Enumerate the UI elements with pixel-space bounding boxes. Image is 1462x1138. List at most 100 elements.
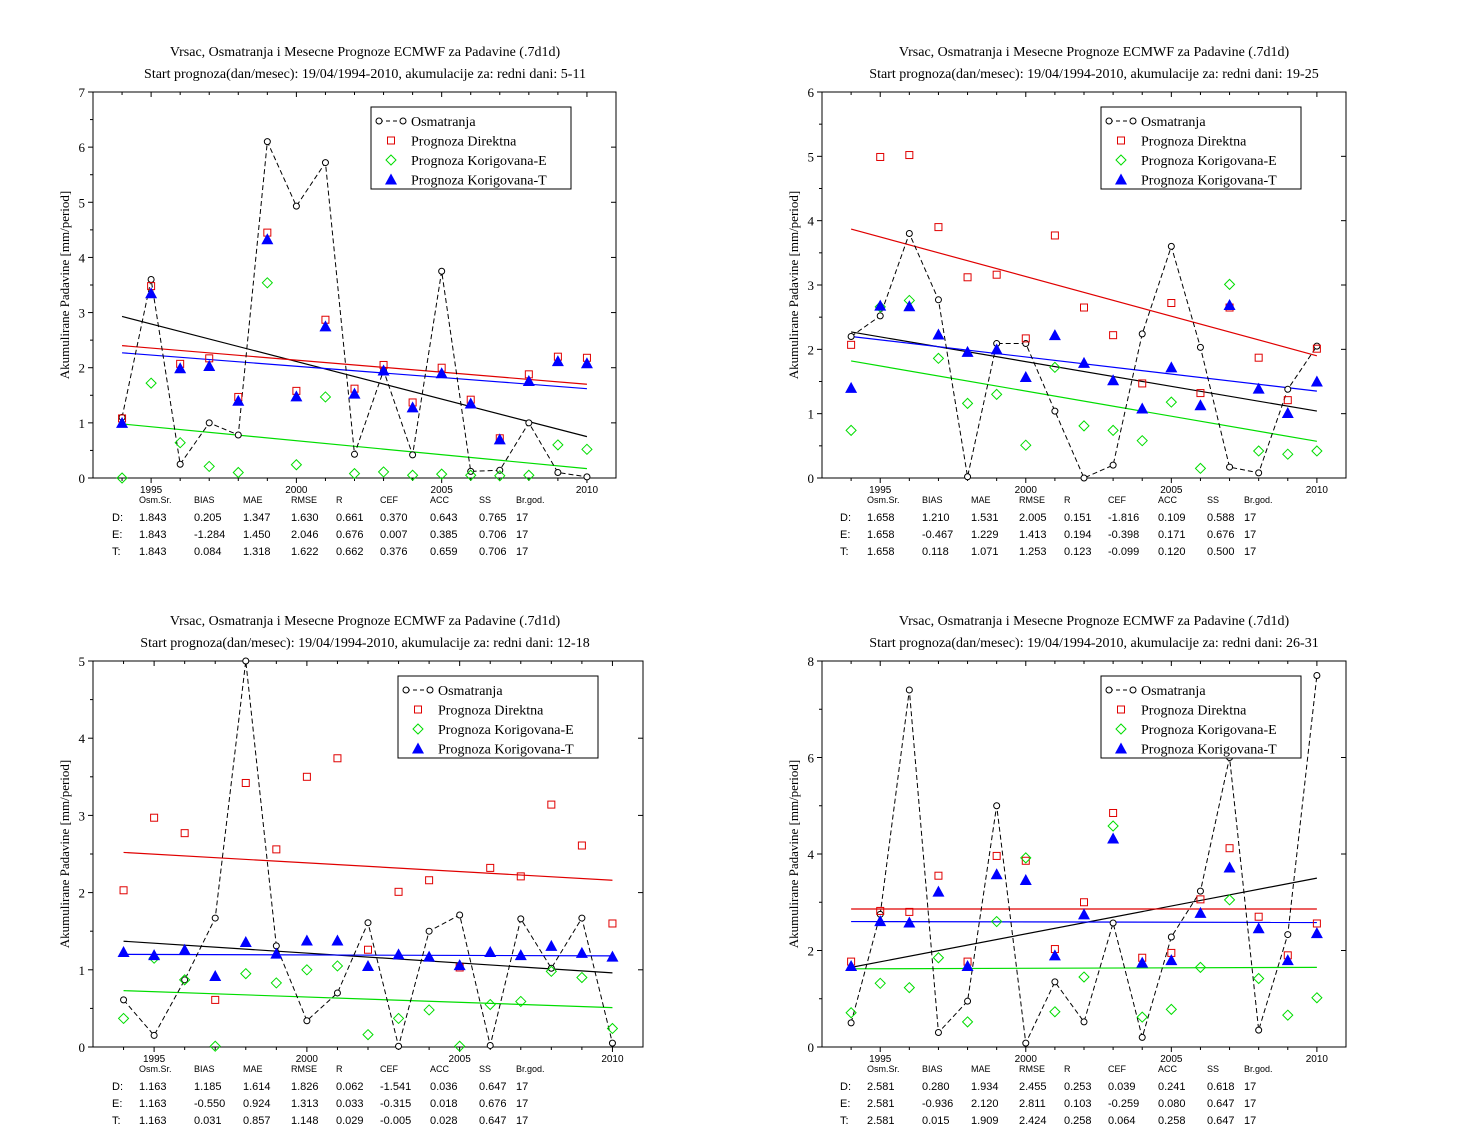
stats-value: 0.258 — [1064, 1115, 1092, 1127]
point-corrT — [464, 397, 477, 409]
point-obs — [993, 802, 1001, 810]
stats-row-label: D: — [840, 1081, 851, 1093]
point-corrT — [1310, 375, 1323, 387]
stats-header: CEF — [1108, 1064, 1127, 1074]
point-corrT — [575, 946, 588, 958]
stats-header: MAE — [243, 495, 263, 505]
point-obs — [905, 230, 913, 238]
point-direct — [302, 772, 311, 781]
point-direct — [876, 906, 885, 915]
point-direct — [577, 841, 586, 850]
y-tick-label: 6 — [808, 85, 815, 100]
stats-value: 0.857 — [243, 1115, 271, 1127]
stats-value: 0.588 — [1207, 512, 1235, 524]
point-direct — [1080, 303, 1088, 312]
point-corrE — [209, 1040, 221, 1052]
y-tick-label: 6 — [808, 751, 815, 766]
point-direct — [394, 887, 403, 896]
point-corrT — [1048, 329, 1061, 341]
stats-header: SS — [1207, 495, 1219, 505]
point-corrE — [961, 1016, 974, 1028]
stats-value: 0.029 — [336, 1115, 364, 1127]
stats-value: 0.500 — [1207, 546, 1235, 558]
trend-line-corrE — [121, 423, 588, 470]
chart-title: Vrsac, Osmatranja i Mesecne Prognoze ECM… — [170, 45, 561, 60]
point-corrE — [1049, 1006, 1061, 1018]
stats-value: 0.647 — [1207, 1115, 1235, 1127]
y-tick-label: 4 — [808, 847, 815, 862]
stats-value: 1.413 — [1019, 529, 1047, 541]
point-obs — [1313, 671, 1321, 679]
point-obs — [1138, 330, 1146, 338]
stats-header: BIAS — [194, 495, 215, 505]
stats-value: 2.424 — [1019, 1115, 1047, 1127]
point-corrE — [552, 439, 564, 451]
stats-value: 0.039 — [1108, 1081, 1136, 1093]
point-direct — [150, 813, 159, 822]
stats-value: -1.541 — [380, 1081, 411, 1093]
point-obs — [395, 1042, 403, 1050]
x-tick-label: 2000 — [296, 1054, 319, 1065]
point-obs — [147, 275, 155, 283]
point-corrE — [874, 977, 886, 990]
stats-value: 2.455 — [1019, 1081, 1047, 1093]
stats-row-label: E: — [840, 529, 850, 541]
stats-header: MAE — [971, 1064, 991, 1074]
legend-label: Osmatranja — [1141, 115, 1206, 130]
point-corrE — [174, 437, 186, 449]
legend-label: Prognoza Direktna — [1141, 135, 1247, 150]
point-obs — [517, 915, 525, 923]
point-obs — [303, 1017, 311, 1025]
point-obs — [1196, 343, 1204, 351]
point-corrE — [1194, 961, 1207, 974]
chart-title: Vrsac, Osmatranja i Mesecne Prognoze ECM… — [170, 614, 561, 629]
stats-value: 0.370 — [380, 512, 408, 524]
point-corrE — [990, 915, 1003, 928]
point-corrT — [903, 916, 916, 928]
legend-marker-obs — [375, 117, 383, 125]
point-direct — [905, 151, 914, 160]
point-corrT — [203, 360, 216, 372]
stats-value: 0.205 — [194, 512, 222, 524]
stats-value: 2.581 — [867, 1081, 895, 1093]
stats-value: 1.658 — [867, 529, 895, 541]
point-corrT — [406, 401, 419, 413]
point-corrE — [1282, 1009, 1294, 1021]
point-corrT — [300, 934, 313, 946]
stats-value: -0.315 — [380, 1098, 411, 1110]
point-direct — [1196, 895, 1205, 904]
point-corrT — [209, 969, 222, 981]
point-corrE — [1049, 361, 1061, 374]
legend-marker-direct — [1117, 136, 1125, 145]
stats-header: MAE — [971, 495, 991, 505]
stats-value: 2.811 — [1019, 1098, 1046, 1110]
point-corrE — [576, 971, 588, 984]
legend-marker-corrT — [412, 742, 424, 754]
stats-value: 0.033 — [336, 1098, 364, 1110]
legend-marker-direct — [414, 705, 422, 714]
point-corrT — [377, 364, 390, 376]
point-corrE — [453, 1040, 466, 1052]
point-obs — [263, 138, 271, 146]
y-tick-label: 0 — [79, 1040, 86, 1055]
point-corrE — [392, 1012, 405, 1025]
point-corrE — [606, 1022, 619, 1035]
stats-value: 1.163 — [139, 1098, 167, 1110]
point-corrE — [435, 468, 448, 480]
stats-value: 1.614 — [243, 1081, 271, 1093]
stats-value: 0.706 — [479, 529, 507, 541]
point-corrE — [270, 977, 283, 989]
stats-value: 0.647 — [479, 1115, 507, 1127]
point-corrE — [523, 469, 535, 481]
stats-value: 0.659 — [430, 546, 458, 558]
legend-label: Osmatranja — [1141, 684, 1206, 699]
stats-value: 0.662 — [336, 546, 364, 558]
stats-row-label: E: — [840, 1098, 850, 1110]
trend-line-obs — [123, 940, 613, 974]
stats-value: -0.005 — [380, 1115, 411, 1127]
point-obs — [547, 964, 555, 972]
point-direct — [211, 995, 220, 1004]
point-direct — [1109, 808, 1118, 817]
legend-marker-corrT — [1115, 173, 1127, 185]
point-corrE — [961, 397, 974, 410]
